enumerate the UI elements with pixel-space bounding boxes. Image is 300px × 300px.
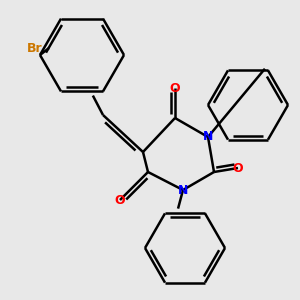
Text: O: O (233, 161, 243, 175)
Text: O: O (170, 82, 180, 94)
Text: N: N (203, 130, 213, 143)
Text: O: O (115, 194, 125, 206)
Text: Br: Br (27, 41, 43, 55)
Text: N: N (178, 184, 188, 196)
